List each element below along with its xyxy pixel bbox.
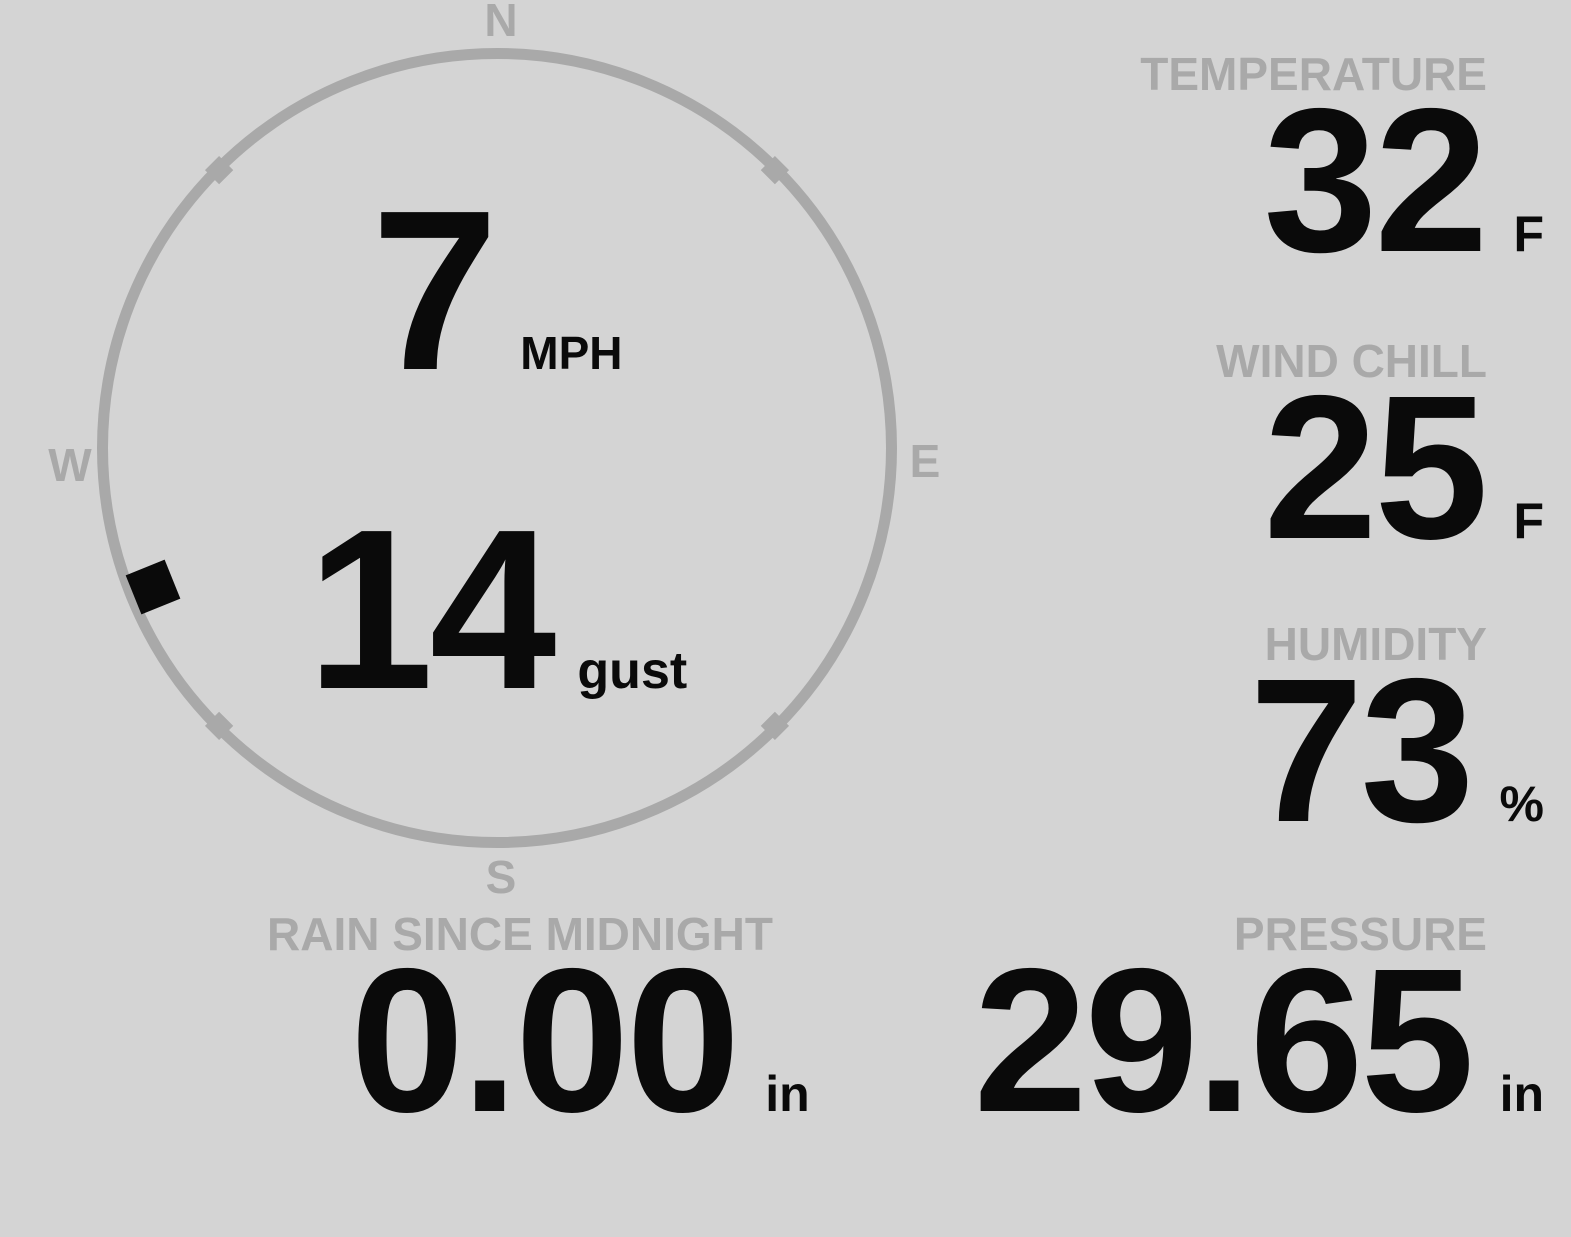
temperature-value-row: 32 F <box>1051 78 1571 283</box>
pressure-value-row: 29.65 in <box>974 938 1571 1143</box>
compass-ring <box>97 48 897 848</box>
humidity-value: 73 <box>1249 636 1475 865</box>
humidity-value-row: 73 % <box>1051 648 1571 853</box>
temperature-unit: F <box>1513 206 1544 262</box>
metric-rain-since-midnight: RAIN SINCE MIDNIGHT 0.00 in <box>170 911 870 1143</box>
metric-temperature: TEMPERATURE 32 F <box>1051 51 1571 283</box>
wind-chill-unit: F <box>1513 493 1544 549</box>
rain-value: 0.00 <box>350 926 740 1155</box>
temperature-value: 32 <box>1263 66 1488 295</box>
wind-gust-value: 14 <box>306 483 557 737</box>
metric-wind-chill: WIND CHILL 25 F <box>1051 338 1571 570</box>
humidity-unit: % <box>1499 776 1544 832</box>
rain-value-row: 0.00 in <box>170 938 870 1143</box>
wind-speed-row: 7 MPH <box>97 177 897 405</box>
compass-label-north: N <box>484 0 518 46</box>
wind-gust-unit: gust <box>577 642 688 700</box>
humidity-label: HUMIDITY <box>1264 618 1487 670</box>
compass-label-west: W <box>48 439 92 491</box>
wind-chill-value-row: 25 F <box>1051 365 1571 570</box>
compass-label-south: S <box>485 851 517 903</box>
wind-speed-value: 7 <box>371 164 498 418</box>
compass-label-east: E <box>909 435 941 487</box>
pressure-value: 29.65 <box>973 926 1475 1155</box>
pressure-unit: in <box>1499 1066 1544 1122</box>
metric-pressure: PRESSURE 29.65 in <box>974 908 1571 1143</box>
wind-gust-row: 14 gust <box>97 496 897 724</box>
wind-chill-value: 25 <box>1263 353 1488 582</box>
temperature-label: TEMPERATURE <box>1140 48 1487 100</box>
wind-speed-unit: MPH <box>520 327 623 379</box>
pressure-label: PRESSURE <box>1233 908 1487 960</box>
metric-humidity: HUMIDITY 73 % <box>1051 621 1571 853</box>
rain-unit: in <box>765 1066 810 1122</box>
wind-chill-label: WIND CHILL <box>1216 335 1487 387</box>
rain-label: RAIN SINCE MIDNIGHT <box>267 908 773 960</box>
